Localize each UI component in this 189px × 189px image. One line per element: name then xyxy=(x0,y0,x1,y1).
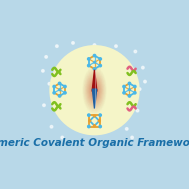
Circle shape xyxy=(58,95,61,97)
Circle shape xyxy=(138,88,141,90)
Circle shape xyxy=(50,125,53,128)
Circle shape xyxy=(89,120,91,122)
Polygon shape xyxy=(92,70,97,91)
Ellipse shape xyxy=(89,80,100,101)
Circle shape xyxy=(88,125,90,128)
Circle shape xyxy=(123,92,125,94)
Circle shape xyxy=(72,42,74,44)
Circle shape xyxy=(64,92,66,94)
Circle shape xyxy=(42,70,44,72)
Circle shape xyxy=(53,92,55,94)
Ellipse shape xyxy=(89,79,100,102)
Circle shape xyxy=(142,66,144,69)
Circle shape xyxy=(128,95,131,97)
Circle shape xyxy=(88,58,90,60)
Circle shape xyxy=(93,54,96,57)
Circle shape xyxy=(99,114,101,116)
Circle shape xyxy=(49,45,140,135)
Circle shape xyxy=(136,109,139,112)
Ellipse shape xyxy=(93,86,96,94)
Circle shape xyxy=(48,82,51,85)
Circle shape xyxy=(58,82,61,85)
Circle shape xyxy=(99,58,101,60)
Circle shape xyxy=(56,45,58,47)
Circle shape xyxy=(134,85,136,88)
Circle shape xyxy=(99,125,101,128)
Circle shape xyxy=(134,50,137,53)
Circle shape xyxy=(94,115,95,117)
Polygon shape xyxy=(92,89,97,108)
Circle shape xyxy=(98,120,100,122)
Circle shape xyxy=(125,128,128,130)
Circle shape xyxy=(94,125,95,127)
Ellipse shape xyxy=(93,87,96,93)
Circle shape xyxy=(131,136,133,139)
Circle shape xyxy=(134,92,136,94)
Text: Isomeric Covalent Organic Frameworks: Isomeric Covalent Organic Frameworks xyxy=(0,138,189,148)
Ellipse shape xyxy=(92,84,97,96)
Ellipse shape xyxy=(94,88,95,92)
Circle shape xyxy=(128,82,131,85)
Circle shape xyxy=(115,45,117,47)
Circle shape xyxy=(88,64,90,67)
Circle shape xyxy=(64,85,66,88)
Ellipse shape xyxy=(91,83,98,98)
Ellipse shape xyxy=(91,84,98,97)
Circle shape xyxy=(144,80,146,83)
Circle shape xyxy=(93,68,96,70)
Circle shape xyxy=(94,61,95,63)
Circle shape xyxy=(88,114,90,116)
Circle shape xyxy=(45,56,47,58)
Circle shape xyxy=(129,89,130,91)
Ellipse shape xyxy=(90,82,99,99)
Circle shape xyxy=(104,48,107,51)
Circle shape xyxy=(99,64,101,67)
Circle shape xyxy=(93,44,96,46)
Ellipse shape xyxy=(94,89,95,91)
Ellipse shape xyxy=(88,77,101,104)
Circle shape xyxy=(123,85,125,88)
Ellipse shape xyxy=(90,81,99,100)
Circle shape xyxy=(53,85,55,88)
Circle shape xyxy=(43,104,45,107)
Ellipse shape xyxy=(88,78,101,103)
Circle shape xyxy=(59,89,60,91)
Ellipse shape xyxy=(92,85,97,95)
Circle shape xyxy=(61,136,64,139)
